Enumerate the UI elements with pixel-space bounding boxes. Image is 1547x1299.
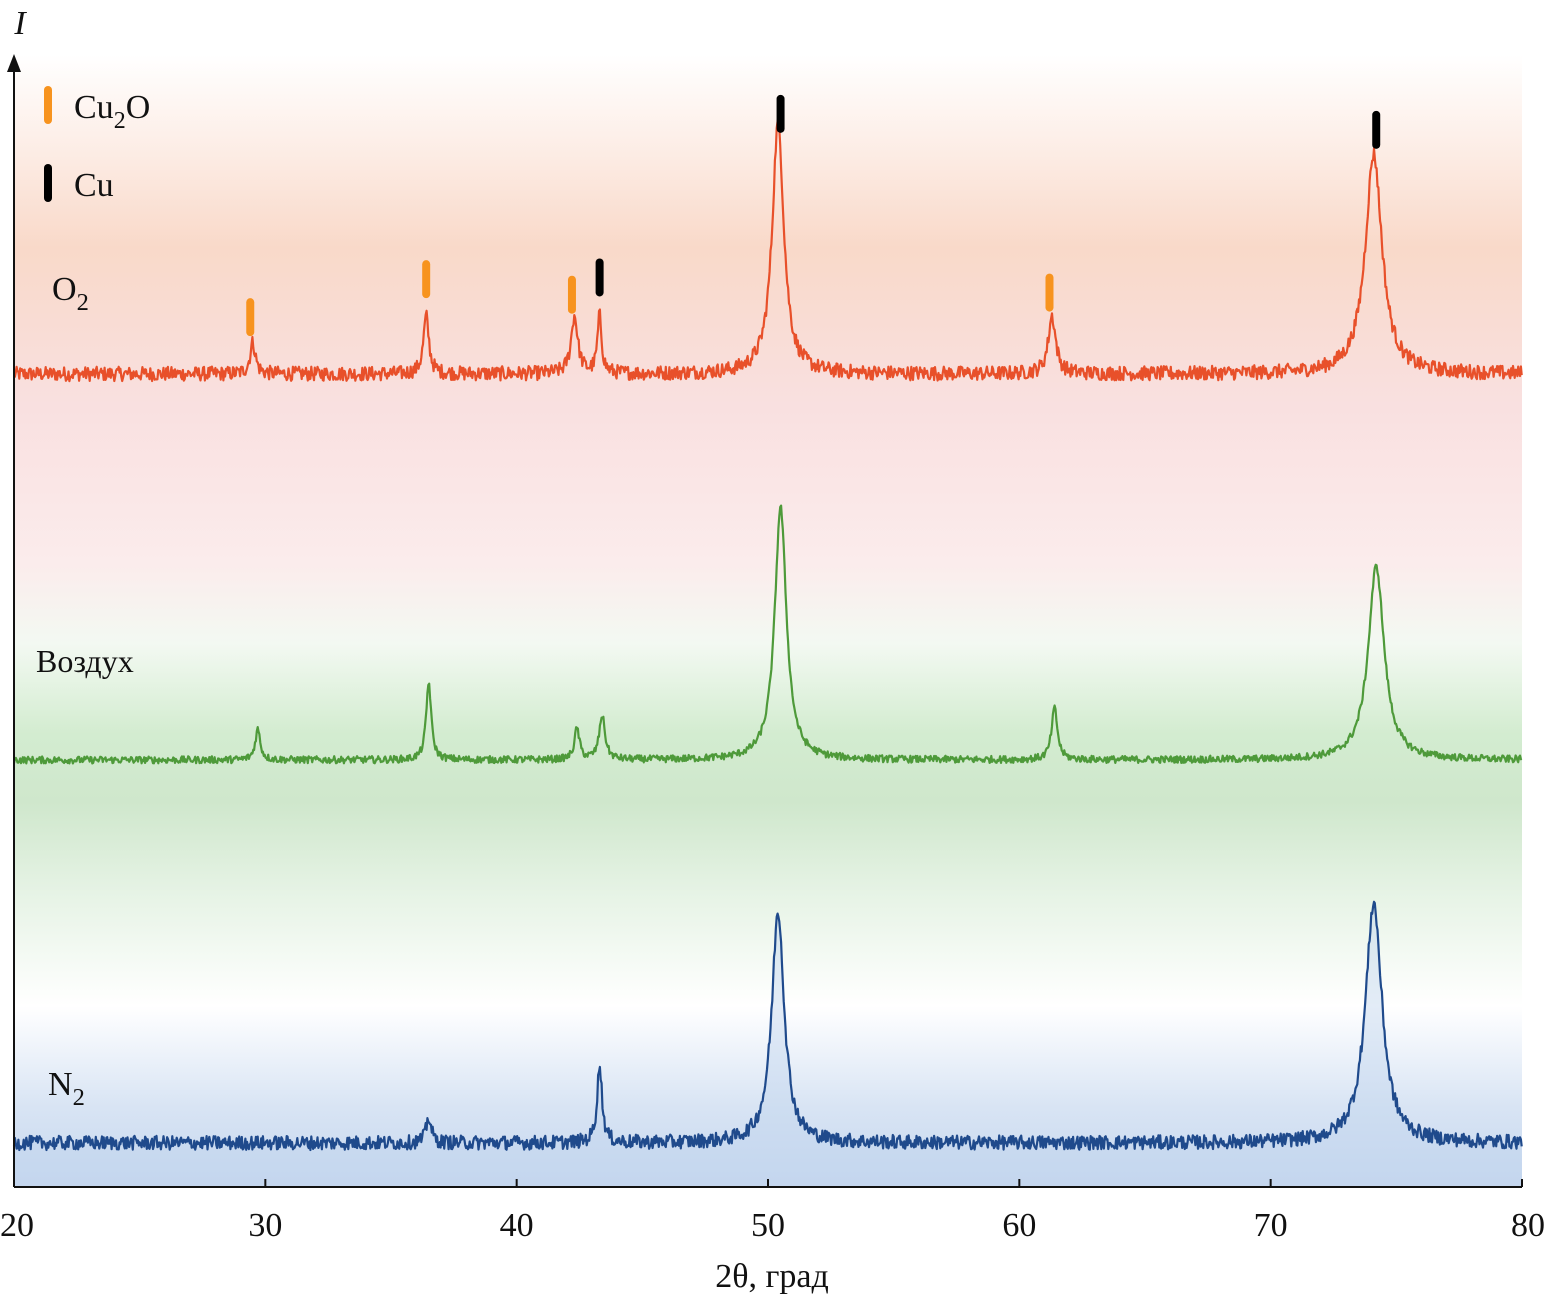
legend-label-sub: 2 [114,108,126,134]
legend-label-main: Cu [74,167,114,204]
x-tick-label: 60 [1002,1207,1036,1244]
x-tick-label: 30 [248,1207,282,1244]
series-label-air: Воздух [36,643,134,679]
x-tick-label: 40 [500,1207,534,1244]
legend-label-main: Cu [74,89,114,126]
legend-label-cu: Cu [74,167,114,204]
x-tick-label: 20 [0,1207,34,1244]
background-band [14,55,1522,1187]
pattern-line-air [12,504,1523,765]
legend-label-cu2o: Cu2O [74,89,150,134]
series-label-sub: 2 [73,1084,85,1111]
x-tick-label: 70 [1254,1207,1288,1244]
axes: 20 30 40 50 60 70 80 [0,54,1545,1244]
pattern-line-o2 [12,115,1523,383]
x-tick-label: 80 [1511,1207,1545,1244]
x-tick-label: 50 [751,1207,785,1244]
phase-markers [246,94,1381,337]
y-axis-label: I [13,5,27,42]
series-label-sub: 2 [77,289,89,316]
series-label-n2: N2 [48,1066,85,1111]
series-label-main: Воздух [36,643,134,679]
diffraction-patterns [12,115,1523,1152]
x-axis-label: 2θ, град [715,1258,829,1295]
legend-label-tail: O [126,89,151,126]
background-bands [14,55,1522,1187]
y-axis-arrow [7,54,21,72]
pattern-line-n2 [12,900,1523,1152]
series-label-o2: O2 [52,271,89,316]
series-label-main: N [48,1066,73,1103]
series-label-main: O [52,271,77,308]
